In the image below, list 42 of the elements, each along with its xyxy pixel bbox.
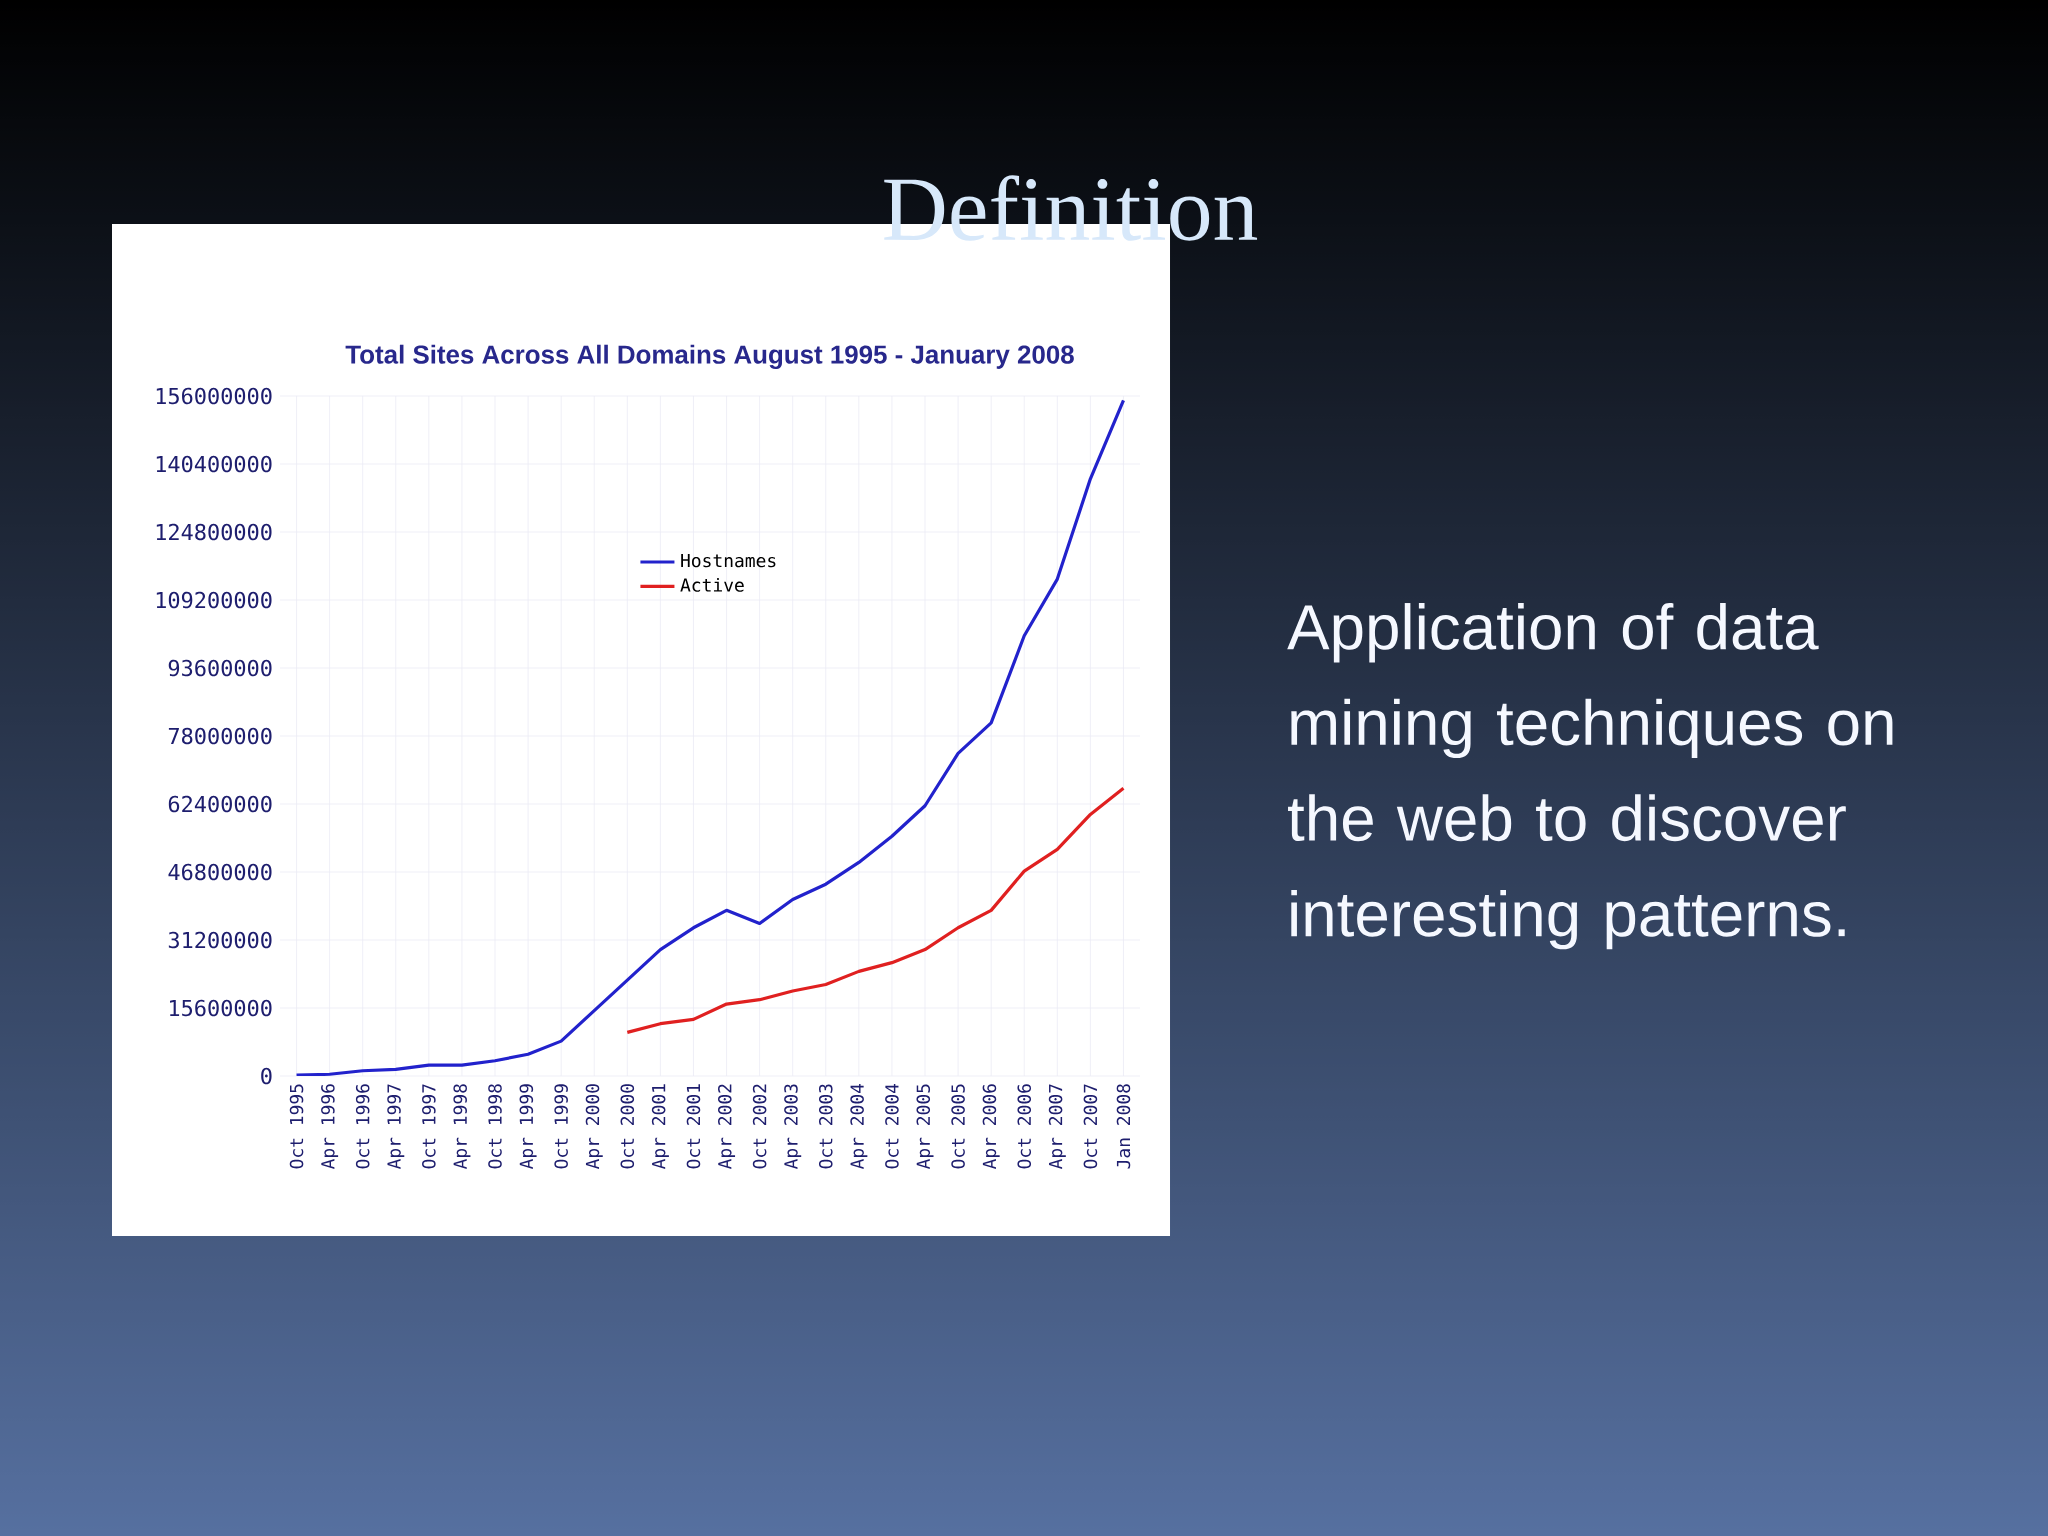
x-tick-label: Apr 2001 xyxy=(651,1084,669,1170)
x-tick-label: Apr 2003 xyxy=(784,1084,802,1170)
x-tick-label: Apr 1996 xyxy=(321,1084,339,1170)
x-tick-label: Oct 2003 xyxy=(818,1084,833,1169)
x-tick-label: Apr 2002 xyxy=(718,1084,736,1170)
x-tick-label: Oct 1998 xyxy=(488,1084,502,1169)
x-tick-label: Oct 2007 xyxy=(1083,1084,1098,1169)
x-tick-label: Oct 2001 xyxy=(686,1084,701,1169)
legend-label: Active xyxy=(680,577,744,592)
y-tick-label: 156000000 xyxy=(156,387,272,405)
x-tick-label: Oct 2005 xyxy=(951,1084,965,1169)
x-tick-label: Oct 1999 xyxy=(554,1084,568,1169)
x-tick-label: Apr 2000 xyxy=(585,1084,603,1170)
x-tick-label: Apr 1997 xyxy=(387,1084,405,1170)
legend-label: Hostnames xyxy=(681,553,776,568)
x-tick-label: Apr 1998 xyxy=(453,1084,471,1170)
y-tick-label: 62400000 xyxy=(168,795,272,813)
y-tick-label: 93600000 xyxy=(168,659,272,677)
x-tick-label: Oct 2000 xyxy=(620,1084,635,1169)
x-tick-label: Apr 2007 xyxy=(1048,1084,1066,1170)
y-tick-label: 140400000 xyxy=(156,455,272,473)
y-tick-label: 78000000 xyxy=(168,727,272,745)
x-tick-label: Jan 2008 xyxy=(1116,1084,1131,1169)
text: Application of data mining techniques on the web to discover interesting patterns. xyxy=(1287,603,1893,950)
y-tick-label: 124800000 xyxy=(156,523,272,541)
x-tick-label: Apr 2004 xyxy=(850,1083,868,1170)
x-tick-label: Oct 1995 xyxy=(289,1084,304,1169)
line-series xyxy=(625,786,1126,1035)
x-tick-label: Apr 1999 xyxy=(519,1084,537,1170)
x-tick-label: Oct 2004 xyxy=(885,1083,899,1169)
y-tick-label: 0 xyxy=(261,1067,272,1085)
y-tick-label: 109200000 xyxy=(156,591,272,609)
y-tick-label: 46800000 xyxy=(168,863,272,881)
x-tick-label: Apr 2005 xyxy=(916,1084,934,1170)
x-tick-label: Oct 1996 xyxy=(355,1084,370,1169)
x-tick-label: Oct 1997 xyxy=(422,1084,436,1169)
chart-title: Total Sites Across All Domains August 1995 - January 2008 xyxy=(345,344,1074,370)
y-tick-label: 31200000 xyxy=(168,931,272,949)
x-tick-label: Oct 2002 xyxy=(752,1084,767,1169)
x-tick-label: Oct 2006 xyxy=(1017,1084,1032,1169)
y-tick-label: 15600000 xyxy=(170,999,272,1017)
x-tick-label: Apr 2006 xyxy=(982,1084,1000,1170)
